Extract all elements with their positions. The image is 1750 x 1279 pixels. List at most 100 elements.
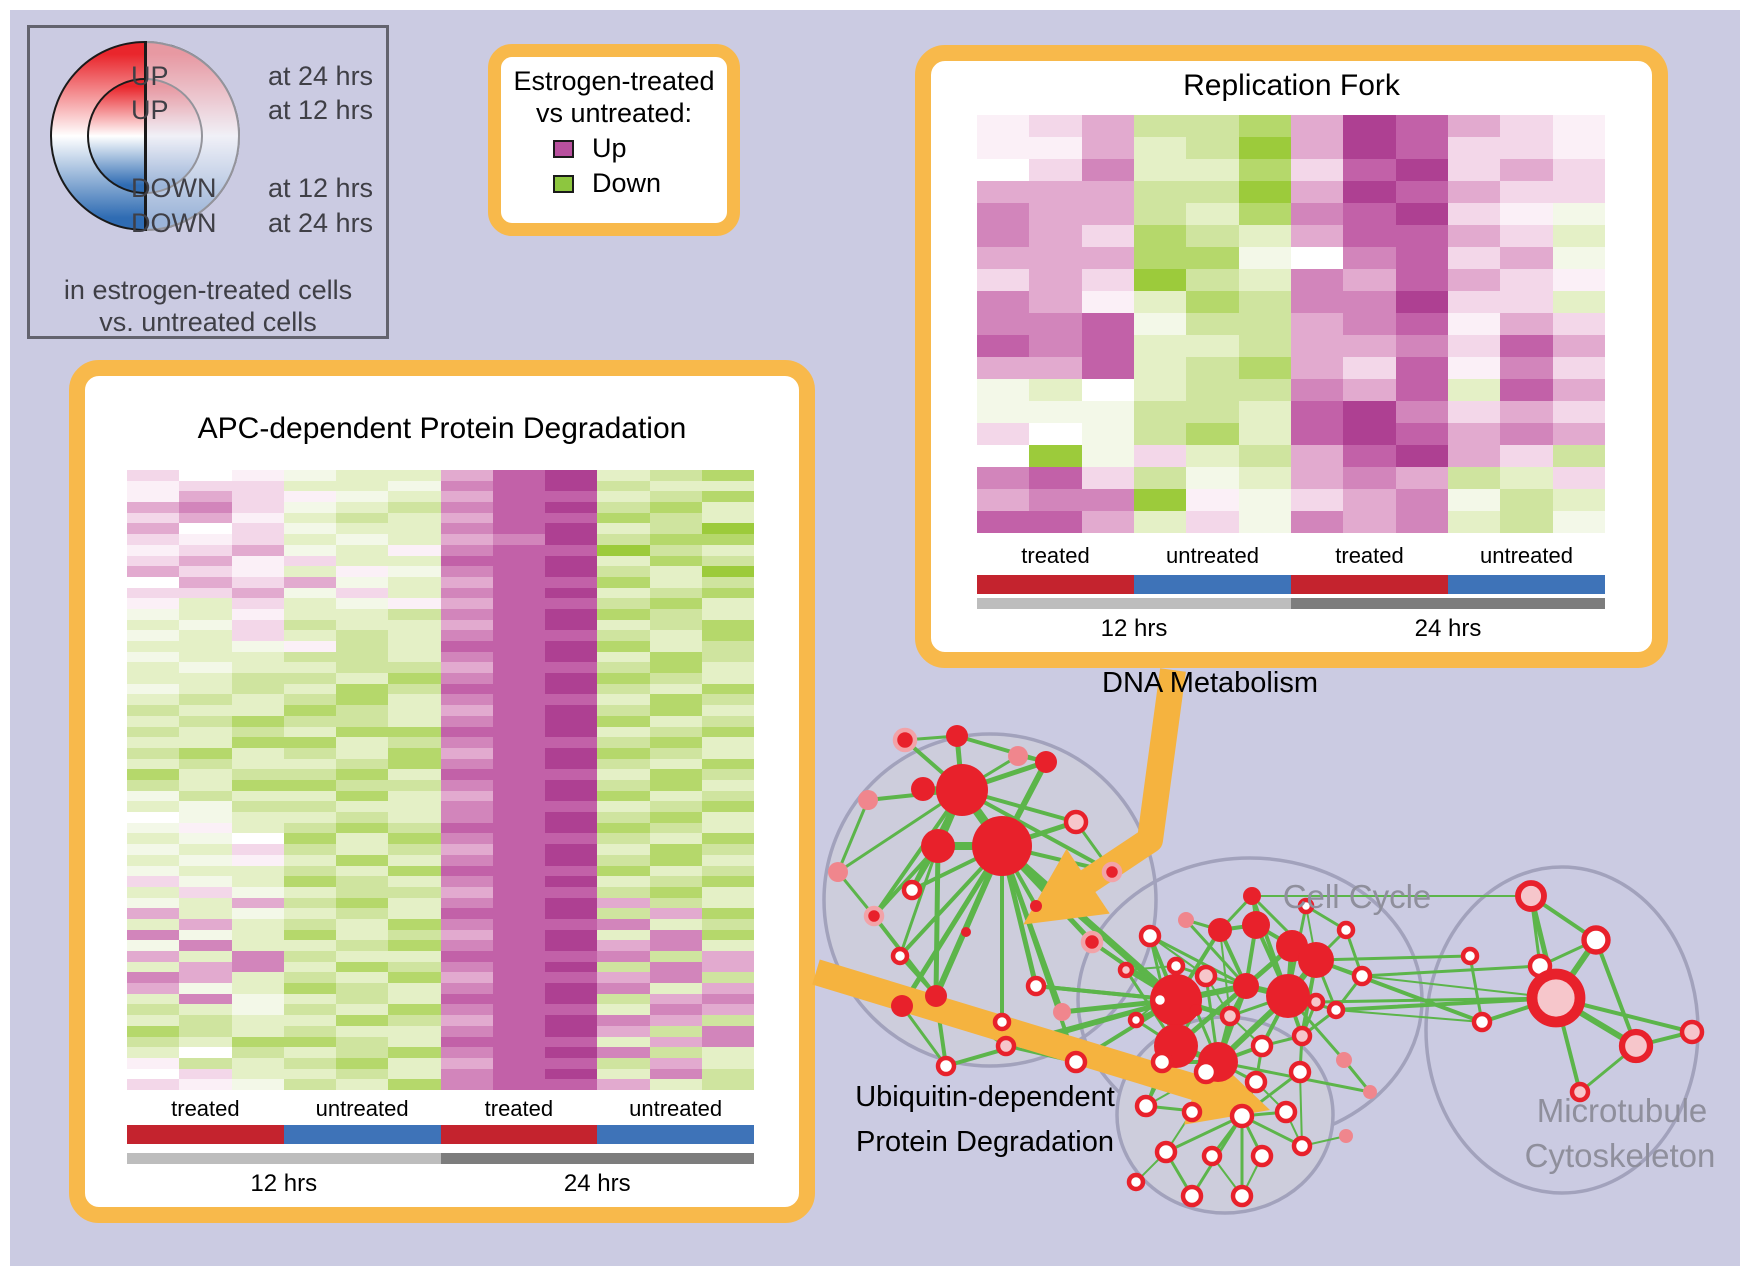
- heatmap-cell: [283, 951, 336, 962]
- network-edge: [934, 994, 1004, 1024]
- heatmap-cell: [649, 630, 702, 642]
- heatmap-cell: [701, 566, 754, 577]
- heatmap-cell: [440, 598, 493, 609]
- heatmap-cell: [127, 812, 180, 823]
- time-label: at 12 hrs: [268, 173, 374, 203]
- heatmap-cell: [231, 491, 284, 503]
- network-label: Cytoskeleton: [1525, 1137, 1716, 1174]
- heatmap-cell: [1500, 379, 1553, 401]
- heatmap-cell: [127, 502, 180, 513]
- network-edge: [1228, 994, 1290, 1018]
- color-key-box: Estrogen-treated vs untreated: Up Down: [488, 44, 740, 236]
- heatmap-cell: [440, 1004, 493, 1016]
- network-node: [946, 725, 968, 747]
- network-edge: [1553, 995, 1639, 1049]
- network-edge: [909, 787, 965, 893]
- network-edge: [1204, 1070, 1244, 1118]
- heatmap-cell: [649, 961, 702, 973]
- network-edge: [1090, 940, 1178, 1002]
- heatmap-cell: [701, 983, 754, 994]
- network-node: [1229, 1103, 1255, 1129]
- heatmap-cell: [1343, 423, 1396, 445]
- heatmap-cell: [231, 737, 284, 748]
- network-node: [1679, 1019, 1705, 1045]
- heatmap-cell: [231, 747, 284, 759]
- heatmap-cell: [231, 918, 284, 930]
- heatmap-cell: [1186, 423, 1239, 445]
- heatmap-cell: [283, 587, 336, 599]
- heatmap-cell: [1552, 489, 1605, 511]
- heatmap-cell: [336, 1015, 389, 1026]
- heatmap-cell: [1500, 401, 1553, 423]
- network-edge: [1134, 1018, 1178, 1048]
- heatmap-cell: [1552, 357, 1605, 379]
- heatmap-cell: [1238, 181, 1291, 203]
- heatmap-cell: [1395, 335, 1448, 357]
- heatmap-cell: [649, 1068, 702, 1080]
- group-color-bar: [440, 1153, 754, 1164]
- network-edge: [1148, 934, 1178, 1048]
- heatmap-cell: [388, 1025, 441, 1037]
- heatmap-cell: [597, 694, 650, 706]
- heatmap-cell: [388, 619, 441, 631]
- heatmap-cell: [440, 651, 493, 663]
- heatmap-cell: [701, 790, 754, 802]
- heatmap-cell: [1029, 115, 1082, 137]
- heatmap-cell: [231, 651, 284, 663]
- heatmap-cell: [231, 470, 284, 481]
- heatmap-cell: [336, 780, 389, 791]
- heatmap-cell: [649, 566, 702, 577]
- heatmap-cell: [1395, 489, 1448, 511]
- heatmap-cell: [336, 972, 389, 984]
- network-edge: [1314, 996, 1558, 1004]
- heatmap-cell: [127, 940, 180, 952]
- heatmap-cell: [545, 972, 598, 984]
- heatmap-cell: [179, 865, 232, 877]
- heatmap-cell: [1343, 269, 1396, 291]
- heatmap-cell: [1081, 159, 1134, 181]
- heatmap-cell: [545, 865, 598, 877]
- heatmap-cell: [336, 822, 389, 834]
- network-node: [995, 1035, 1017, 1057]
- heatmap-cell: [1447, 423, 1501, 445]
- heatmap-cell: [492, 918, 545, 930]
- figure-background: UP at 24 hrs UP at 12 hrs DOWN at 12 hrs…: [10, 10, 1740, 1266]
- heatmap-cell: [283, 673, 336, 684]
- network-node: [1193, 1059, 1219, 1085]
- network-edge: [1301, 1135, 1347, 1147]
- heatmap-cell: [1133, 489, 1187, 511]
- heatmap-cell: [1186, 511, 1239, 533]
- heatmap-cell: [597, 951, 650, 962]
- heatmap-cell: [977, 489, 1030, 511]
- heatmap-cell: [231, 940, 284, 952]
- heatmap-cell: [597, 608, 650, 620]
- heatmap-cell: [127, 876, 180, 887]
- heatmap-cell: [492, 972, 545, 984]
- heatmap-cell: [179, 1079, 232, 1090]
- heatmap-cell: [701, 929, 754, 941]
- network-edge: [1553, 937, 1599, 1001]
- network-node: [1008, 746, 1028, 766]
- heatmap-cell: [597, 470, 650, 481]
- heatmap-cell: [1238, 445, 1291, 467]
- heatmap-cell: [440, 1068, 493, 1080]
- network-edge: [959, 759, 1049, 793]
- heatmap-cell: [545, 555, 598, 567]
- network-edge: [1090, 940, 1178, 1002]
- heatmap-cell: [1133, 313, 1187, 335]
- heatmap-cell: [388, 897, 441, 909]
- heatmap-cell: [977, 203, 1030, 225]
- heatmap-cell: [283, 534, 336, 545]
- heatmap-cell: [388, 555, 441, 567]
- heatmap-cell: [1447, 203, 1501, 225]
- heatmap-cell: [336, 587, 389, 599]
- heatmap-cell: [336, 747, 389, 759]
- heatmap-cell: [597, 491, 650, 503]
- heatmap-cell: [545, 918, 598, 930]
- heatmap-cell: [492, 1057, 545, 1069]
- network-edge: [954, 733, 965, 793]
- network-edge: [1218, 894, 1254, 932]
- heatmap-cell: [283, 726, 336, 738]
- heatmap-cell: [597, 683, 650, 695]
- heatmap-cell: [545, 1025, 598, 1037]
